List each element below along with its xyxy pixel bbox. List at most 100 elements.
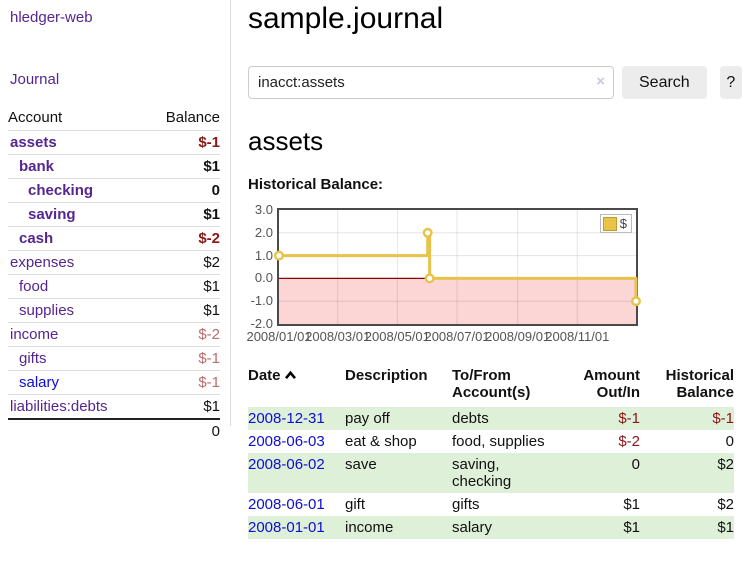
transaction-description: save [345, 456, 377, 473]
transaction-amount: $-1 [618, 410, 640, 427]
account-row: cash $-2 [8, 226, 220, 251]
transaction-accounts: salary [452, 519, 493, 536]
account-balance: $-1 [145, 370, 220, 395]
transaction-amount: 0 [631, 456, 640, 473]
account-balance: $-1 [145, 346, 220, 371]
account-row: checking 0 [8, 178, 220, 203]
page-title: sample.journal [248, 2, 444, 35]
transaction-description: pay off [345, 410, 390, 427]
register-row: 2008-12-31 pay off debts $-1 $-1 [248, 407, 734, 430]
transaction-date-link[interactable]: 2008-12-31 [248, 410, 325, 427]
transaction-balance: 0 [725, 433, 734, 450]
accounts-total-balance: 0 [145, 418, 220, 443]
account-link[interactable]: saving [28, 206, 76, 223]
register-row: 2008-01-01 income salary $1 $1 [248, 516, 734, 539]
account-link[interactable]: assets [10, 134, 57, 151]
y-tick-label: 0.0 [254, 270, 273, 286]
transaction-description: eat & shop [345, 433, 417, 450]
transaction-date-link[interactable]: 2008-06-03 [248, 433, 325, 450]
account-row: saving $1 [8, 202, 220, 227]
account-row: bank $1 [8, 154, 220, 179]
transaction-balance: $1 [717, 519, 734, 536]
account-balance: $-2 [145, 226, 220, 251]
register-header-amount: Amount Out/In [583, 367, 640, 401]
account-balance: $1 [145, 274, 220, 299]
chart-canvas [274, 210, 642, 324]
app-title-link[interactable]: hledger-web [10, 9, 93, 26]
register-header-description: Description [345, 367, 428, 384]
search-input[interactable] [248, 66, 614, 99]
register-header-row: Date Description To/From Account(s) Amou… [248, 366, 734, 407]
transaction-date-link[interactable]: 2008-01-01 [248, 519, 325, 536]
account-row: liabilities:debts $1 [8, 395, 220, 420]
account-link[interactable]: gifts [19, 350, 47, 367]
register-row: 2008-06-03 eat & shop food, supplies $-2… [248, 430, 734, 453]
help-button[interactable]: ? [719, 66, 742, 99]
sidebar-item-journal[interactable]: Journal [10, 71, 60, 88]
transaction-date-link[interactable]: 2008-06-01 [248, 496, 325, 513]
main-content: sample.journal × Search ? assets Histori… [246, 0, 742, 539]
account-link[interactable]: checking [28, 182, 94, 199]
account-row: salary $-1 [8, 370, 220, 395]
account-link[interactable]: food [19, 278, 49, 295]
account-row: food $1 [8, 274, 220, 299]
y-tick-label: -1.0 [250, 293, 273, 309]
search-form: × Search ? [248, 66, 742, 99]
transaction-amount: $1 [623, 496, 640, 513]
account-link[interactable]: supplies [19, 302, 75, 319]
x-tick-label: 2008/01/01 [246, 329, 312, 344]
legend-swatch-icon [602, 216, 617, 231]
search-button[interactable]: Search [622, 66, 707, 99]
transaction-description: gift [345, 496, 366, 513]
accounts-total-row: 0 [8, 418, 220, 443]
account-row: gifts $-1 [8, 346, 220, 371]
chart-legend: $ [599, 214, 632, 233]
account-link[interactable]: income [10, 326, 59, 343]
accounts-balance-table: Account Balance assets $-1 bank $1 check… [8, 106, 220, 443]
account-balance: 0 [145, 178, 220, 203]
account-balance: $-2 [145, 322, 220, 347]
clear-search-icon[interactable]: × [596, 73, 605, 90]
register-header-balance: Historical Balance [665, 367, 734, 401]
accounts-header-account: Account [8, 106, 146, 131]
x-tick-label: 2008/09/01 [485, 329, 551, 344]
account-balance: $2 [145, 250, 220, 275]
account-row: assets $-1 [8, 130, 220, 155]
account-link[interactable]: expenses [10, 254, 75, 271]
legend-label: $ [619, 216, 627, 231]
sort-ascending-icon[interactable] [284, 370, 297, 380]
transaction-date-link[interactable]: 2008-06-02 [248, 456, 325, 473]
transaction-balance: $-1 [712, 410, 734, 427]
y-tick-label: 3.0 [254, 202, 273, 217]
x-tick-label: 2008/07/01 [424, 329, 490, 344]
account-balance: $1 [145, 154, 220, 179]
register-row: 2008-06-01 gift gifts $1 $2 [248, 493, 734, 516]
account-balance: $1 [203, 398, 220, 415]
account-link[interactable]: cash [19, 230, 54, 247]
transaction-accounts: gifts [452, 496, 480, 513]
x-tick-label: 2008/03/01 [305, 329, 371, 344]
historical-balance-chart[interactable]: $ 3.0 2.0 1.0 0.0 -1.0 -2.0 2008/01/01 2008/03/… [246, 202, 642, 346]
account-row: expenses $2 [8, 250, 220, 275]
y-tick-label: 2.0 [254, 224, 273, 240]
chart-plot-area[interactable]: $ [274, 208, 642, 326]
account-balance: $-1 [145, 130, 220, 155]
y-tick-label: 1.0 [254, 247, 273, 263]
account-link[interactable]: liabilities:debts [10, 398, 108, 415]
accounts-header-balance: Balance [145, 106, 220, 131]
sidebar: hledger-web Journal Account Balance asse… [0, 0, 230, 443]
register-header-date[interactable]: Date [248, 366, 345, 407]
chart-label: Historical Balance: [248, 176, 384, 193]
transaction-balance: $2 [717, 496, 734, 513]
transaction-balance: $2 [717, 456, 734, 473]
account-page-title: assets [248, 126, 324, 156]
account-link[interactable]: salary [19, 374, 60, 391]
account-link[interactable]: bank [19, 158, 55, 175]
register-header-accounts: To/From Account(s) [452, 367, 531, 401]
account-row: supplies $1 [8, 298, 220, 323]
transaction-accounts: food, supplies [452, 433, 545, 450]
x-tick-label: 2008/11/01 [545, 329, 610, 344]
y-tick-label: -2.0 [250, 316, 273, 331]
transaction-accounts: debts [452, 410, 489, 427]
